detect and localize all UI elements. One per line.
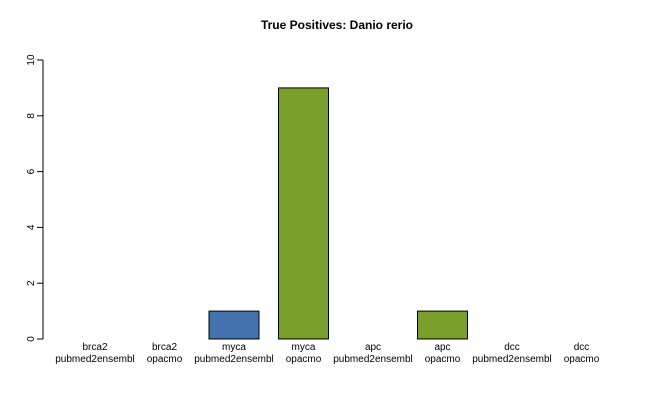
y-tick-label: 6 <box>26 168 37 174</box>
y-tick-label: 2 <box>26 280 37 286</box>
x-label-gene: brca2 <box>152 342 177 353</box>
y-axis: 0 2 4 6 8 10 <box>26 54 44 342</box>
bar-myca-pubmed2ensembl <box>208 310 260 340</box>
bar-apc-opacmo <box>417 310 468 340</box>
x-label-gene: dcc <box>574 342 590 353</box>
bar-myca-opacmo <box>278 87 329 340</box>
x-label-gene: brca2 <box>82 342 107 353</box>
x-label-gene: myca <box>222 342 246 353</box>
x-label-method: pubmed2ensembl <box>194 354 274 365</box>
x-label-method: opacmo <box>425 354 461 365</box>
y-tick-label: 8 <box>26 113 37 119</box>
bars <box>208 87 468 340</box>
x-label-gene: dcc <box>504 342 520 353</box>
x-label-method: pubmed2ensembl <box>55 354 135 365</box>
y-tick-label: 0 <box>26 336 37 342</box>
x-label-method: opacmo <box>564 354 600 365</box>
x-label-method: pubmed2ensembl <box>333 354 413 365</box>
x-label-gene: apc <box>434 342 450 353</box>
x-label-gene: apc <box>365 342 381 353</box>
x-label-gene: myca <box>292 342 316 353</box>
x-label-method: pubmed2ensembl <box>472 354 552 365</box>
chart-title: True Positives: Danio rerio <box>261 18 413 32</box>
y-tick-label: 4 <box>26 224 37 230</box>
y-tick-label: 10 <box>26 54 37 66</box>
x-label-method: opacmo <box>147 354 183 365</box>
x-axis-labels: brca2pubmed2ensemblbrca2opacmomycapubmed… <box>55 342 599 365</box>
x-label-method: opacmo <box>286 354 322 365</box>
